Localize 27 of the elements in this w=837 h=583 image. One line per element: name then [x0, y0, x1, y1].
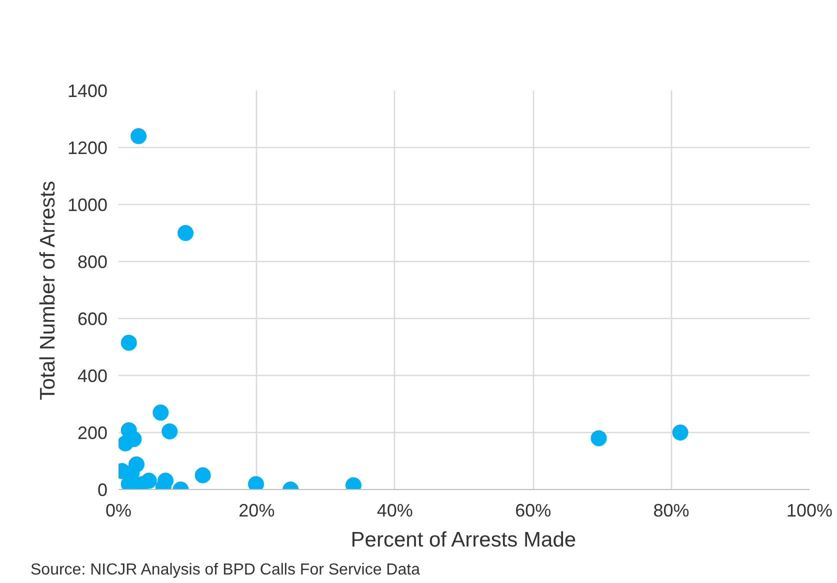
point [162, 423, 178, 440]
y-tick-label: 800 [77, 252, 108, 272]
x-tick-label: 100% [786, 500, 833, 520]
x-tick-label: 20% [238, 500, 275, 520]
point [672, 424, 688, 440]
x-tick-label: 40% [376, 500, 413, 520]
point [140, 472, 157, 489]
y-tick-label: 0 [97, 480, 108, 500]
y-axis-title: Total Number of Arrests [36, 180, 60, 400]
y-tick-label: 400 [77, 366, 108, 386]
y-tick-label: 1000 [67, 195, 108, 215]
point [130, 128, 147, 144]
y-tick-label: 200 [77, 423, 108, 443]
point [120, 334, 137, 351]
point [152, 404, 169, 421]
y-tick-label: 1400 [67, 81, 108, 101]
x-tick-label: 0% [105, 500, 132, 520]
x-tick-label: 80% [653, 500, 690, 520]
x-axis-title: Percent of Arrests Made [350, 528, 576, 552]
source-note: Source: NICJR Analysis of BPD Calls For Service Data [30, 562, 420, 578]
x-tick-label: 60% [515, 500, 552, 520]
point [118, 435, 134, 452]
y-tick-label: 1200 [67, 138, 108, 158]
point [194, 467, 211, 484]
y-tick-label: 600 [77, 309, 108, 329]
point [590, 430, 607, 446]
point [178, 225, 194, 241]
